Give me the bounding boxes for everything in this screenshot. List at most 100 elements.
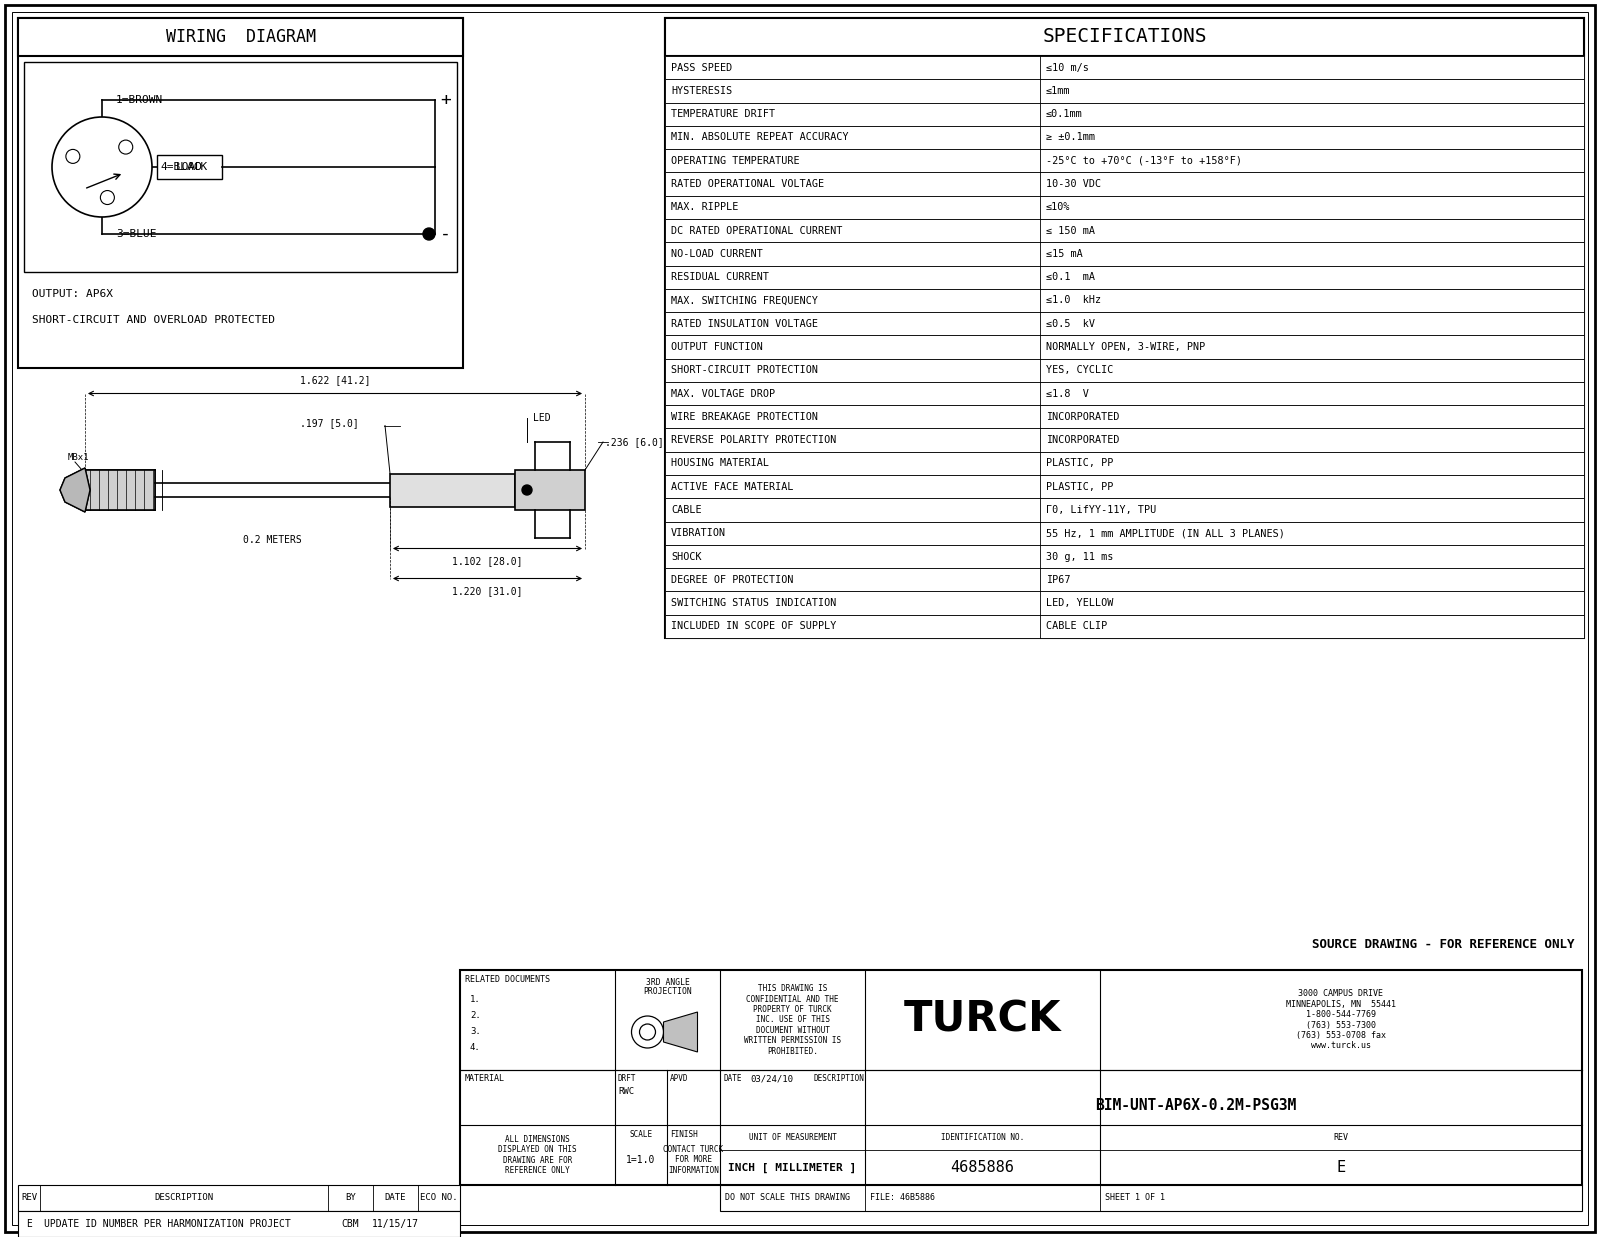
Bar [85,470,155,510]
Text: ECO NO.: ECO NO. [421,1194,458,1202]
Text: -25°C to +70°C (-13°F to +158°F): -25°C to +70°C (-13°F to +158°F) [1046,156,1242,166]
Text: CONTACT TURCK
FOR MORE
INFORMATION: CONTACT TURCK FOR MORE INFORMATION [664,1145,723,1175]
Text: MIN. ABSOLUTE REPEAT ACCURACY: MIN. ABSOLUTE REPEAT ACCURACY [670,132,848,142]
Text: 30 g, 11 ms: 30 g, 11 ms [1046,552,1114,562]
Text: 10-30 VDC: 10-30 VDC [1046,179,1101,189]
Text: 55 Hz, 1 mm AMPLITUDE (IN ALL 3 PLANES): 55 Hz, 1 mm AMPLITUDE (IN ALL 3 PLANES) [1046,528,1285,538]
Bar [666,359,1584,382]
Text: ≤15 mA: ≤15 mA [1046,249,1083,259]
Text: RATED OPERATIONAL VOLTAGE: RATED OPERATIONAL VOLTAGE [670,179,824,189]
Text: OUTPUT FUNCTION: OUTPUT FUNCTION [670,341,763,353]
Text: INCORPORATED: INCORPORATED [1046,412,1120,422]
Bar [666,522,1584,544]
Text: FILE: 46B5886: FILE: 46B5886 [870,1194,934,1202]
Bar [666,150,1584,172]
Text: 1.622 [41.2]: 1.622 [41.2] [299,376,370,386]
Text: PLASTIC, PP: PLASTIC, PP [1046,459,1114,469]
Text: REVERSE POLARITY PROTECTION: REVERSE POLARITY PROTECTION [670,435,837,445]
Text: TURCK: TURCK [904,999,1061,1042]
Text: ≤1.8  V: ≤1.8 V [1046,388,1090,398]
Text: LED: LED [533,413,550,423]
Bar [461,970,1582,1185]
Circle shape [632,1016,664,1048]
Bar [18,1211,461,1237]
Text: UPDATE ID NUMBER PER HARMONIZATION PROJECT: UPDATE ID NUMBER PER HARMONIZATION PROJE… [45,1218,291,1230]
Bar [666,56,1584,79]
Bar [390,474,515,506]
Text: .197 [5.0]: .197 [5.0] [301,418,358,428]
Bar [18,19,462,367]
Polygon shape [664,1012,698,1051]
Bar [666,499,1584,522]
Text: MAX. VOLTAGE DROP: MAX. VOLTAGE DROP [670,388,774,398]
Text: UNIT OF MEASUREMENT: UNIT OF MEASUREMENT [749,1133,837,1142]
Text: IDENTIFICATION NO.: IDENTIFICATION NO. [941,1133,1024,1142]
Text: MATERIAL: MATERIAL [466,1074,506,1084]
Bar [515,470,586,510]
Text: LED, YELLOW: LED, YELLOW [1046,597,1114,609]
Bar [666,79,1584,103]
Text: RATED INSULATION VOLTAGE: RATED INSULATION VOLTAGE [670,319,818,329]
Bar [666,288,1584,312]
Text: HYSTERESIS: HYSTERESIS [670,85,733,96]
Circle shape [640,1024,656,1040]
Text: INCLUDED IN SCOPE OF SUPPLY: INCLUDED IN SCOPE OF SUPPLY [670,621,837,631]
Text: ≤1mm: ≤1mm [1046,85,1070,96]
Text: +: + [440,92,451,109]
Text: 03/24/10: 03/24/10 [750,1074,794,1084]
Bar [666,19,1584,56]
Text: ≤10%: ≤10% [1046,203,1070,213]
Text: E: E [26,1218,32,1230]
Text: .236 [6.0]: .236 [6.0] [605,437,664,447]
Text: SHEET 1 OF 1: SHEET 1 OF 1 [1106,1194,1165,1202]
Text: SPECIFICATIONS: SPECIFICATIONS [1042,27,1206,47]
Text: BIM-UNT-AP6X-0.2M-PSG3M: BIM-UNT-AP6X-0.2M-PSG3M [1096,1098,1296,1113]
Text: LOAD: LOAD [176,162,203,172]
Text: ALL DIMENSIONS
DISPLAYED ON THIS
DRAWING ARE FOR
REFERENCE ONLY: ALL DIMENSIONS DISPLAYED ON THIS DRAWING… [498,1134,578,1175]
Text: INCH [ MILLIMETER ]: INCH [ MILLIMETER ] [728,1163,856,1173]
Bar [666,335,1584,359]
Text: ≥ ±0.1mm: ≥ ±0.1mm [1046,132,1094,142]
Text: RWC: RWC [618,1087,634,1096]
Bar [666,195,1584,219]
Bar [666,428,1584,452]
Text: 3RD ANGLE: 3RD ANGLE [645,978,690,987]
Text: MBx1: MBx1 [67,454,90,463]
Text: 3.: 3. [470,1027,480,1037]
Bar [666,103,1584,126]
Bar [666,475,1584,499]
Text: WIRE BREAKAGE PROTECTION: WIRE BREAKAGE PROTECTION [670,412,818,422]
Text: DO NOT SCALE THIS DRAWING: DO NOT SCALE THIS DRAWING [725,1194,850,1202]
Text: 1.220 [31.0]: 1.220 [31.0] [453,586,523,596]
Bar [666,312,1584,335]
Text: THIS DRAWING IS
CONFIDENTIAL AND THE
PROPERTY OF TURCK
INC. USE OF THIS
DOCUMENT: THIS DRAWING IS CONFIDENTIAL AND THE PRO… [744,985,842,1055]
Text: DEGREE OF PROTECTION: DEGREE OF PROTECTION [670,575,794,585]
Text: ≤1.0  kHz: ≤1.0 kHz [1046,296,1101,306]
Bar [18,19,462,56]
Text: VIBRATION: VIBRATION [670,528,726,538]
Text: 1=BROWN: 1=BROWN [115,95,163,105]
Text: ≤ 150 mA: ≤ 150 mA [1046,225,1094,235]
Circle shape [522,485,531,495]
Bar [666,615,1584,638]
Text: E: E [1336,1160,1346,1175]
Text: WIRING  DIAGRAM: WIRING DIAGRAM [165,28,315,46]
Text: FINISH: FINISH [670,1131,698,1139]
Text: NO-LOAD CURRENT: NO-LOAD CURRENT [670,249,763,259]
Bar [666,544,1584,568]
Text: 0.2 METERS: 0.2 METERS [243,534,302,546]
Text: INCORPORATED: INCORPORATED [1046,435,1120,445]
Text: SOURCE DRAWING - FOR REFERENCE ONLY: SOURCE DRAWING - FOR REFERENCE ONLY [1312,939,1574,951]
Text: PASS SPEED: PASS SPEED [670,63,733,73]
Text: PROJECTION: PROJECTION [643,987,691,996]
Text: NORMALLY OPEN, 3-WIRE, PNP: NORMALLY OPEN, 3-WIRE, PNP [1046,341,1205,353]
Text: RELATED DOCUMENTS: RELATED DOCUMENTS [466,975,550,983]
Text: HOUSING MATERIAL: HOUSING MATERIAL [670,459,770,469]
Polygon shape [61,468,90,512]
Circle shape [101,190,114,204]
Circle shape [422,228,435,240]
Text: 4=BLACK: 4=BLACK [160,162,208,172]
Text: REV: REV [1333,1133,1349,1142]
Text: ACTIVE FACE MATERIAL: ACTIVE FACE MATERIAL [670,481,794,491]
Text: DATE: DATE [384,1194,406,1202]
